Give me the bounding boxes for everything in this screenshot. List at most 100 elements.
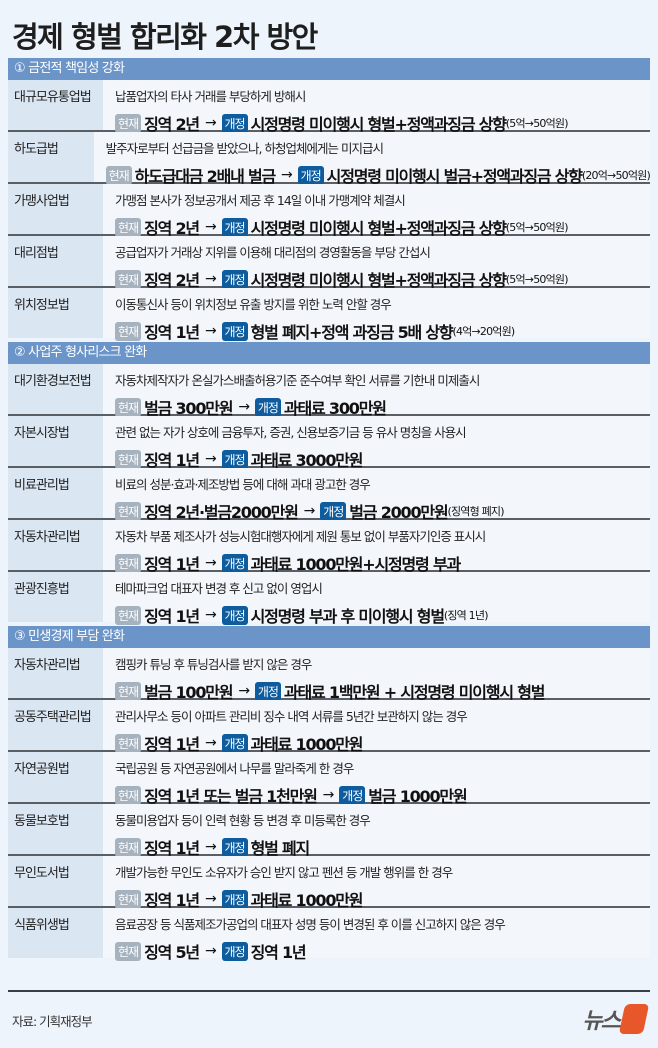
revised-penalty: 과태료 300만원 xyxy=(283,399,387,418)
violation-description: 국립공원 등 자연공원에서 나무를 말라죽게 한 경우 xyxy=(115,761,354,776)
current-penalty: 징역 2년 xyxy=(144,271,200,290)
current-penalty: 징역 2년 xyxy=(144,219,200,238)
violation-description: 캠핑카 튜닝 후 튜닝검사를 받지 않은 경우 xyxy=(115,657,312,672)
penalty-note: (징역 1년) xyxy=(443,609,489,622)
revised-badge: 개정 xyxy=(297,165,324,185)
revised-penalty: 과태료 3000만원 xyxy=(250,451,364,470)
current-badge: 현재 xyxy=(105,165,132,185)
law-name: 위치정보법 xyxy=(8,288,103,338)
table-row: 동물보호법 동물미용업자 등이 인력 현황 등 변경 후 미등록한 경우 현재 징역 … xyxy=(8,804,650,858)
current-penalty: 징역 1년 xyxy=(144,555,200,574)
penalty-note: (5억→50억원) xyxy=(505,221,569,234)
law-name: 관광진흥법 xyxy=(8,572,103,622)
logo-text: 뉴스 xyxy=(582,1009,622,1034)
revised-badge: 개정 xyxy=(221,113,248,133)
row-content: 납품업자의 타사 거래를 부당하게 방해시 현재 징역 2년 → 개정 시정명령 미이행시… xyxy=(103,80,650,134)
row-content: 자동차제작자가 온실가스배출허용기준 준수여부 확인 서류를 기한내 미제출시 현… xyxy=(103,364,650,418)
revised-penalty: 과태료 1000만원+시정명령 부과 xyxy=(250,555,462,574)
penalty-note: (5억→50억원) xyxy=(505,117,569,130)
revised-badge: 개정 xyxy=(221,605,248,625)
arrow-icon: → xyxy=(204,271,217,287)
arrow-icon: → xyxy=(204,323,217,339)
revised-badge: 개정 xyxy=(221,941,248,961)
revised-penalty: 형벌 폐지+정액 과징금 5배 상향 xyxy=(250,323,454,342)
row-content: 이동통신사 등이 위치정보 유출 방지를 위한 노력 안할 경우 현재 징역 1년 →… xyxy=(103,288,650,342)
current-penalty: 징역 1년 xyxy=(144,323,200,342)
penalty-change: 현재 벌금 100만원 → 개정 과태료 1백만원 + 시정명령 미이행시 형벌 xyxy=(115,679,650,703)
violation-description: 테마파크업 대표자 변경 후 신고 없이 영업시 xyxy=(115,581,323,596)
current-penalty: 벌금 300만원 xyxy=(144,399,233,418)
revised-badge: 개정 xyxy=(254,681,281,701)
revised-penalty: 형벌 폐지 xyxy=(250,839,311,858)
law-name: 대규모유통업법 xyxy=(8,80,103,130)
current-badge: 현재 xyxy=(115,681,142,701)
row-content: 발주자로부터 선급금을 받았으나, 하청업체에게는 미지급시 현재 하도급대금 2배… xyxy=(93,132,651,186)
current-penalty: 징역 5년 xyxy=(144,943,200,962)
revised-penalty: 과태료 1000만원 xyxy=(250,891,364,910)
law-name: 비료관리법 xyxy=(8,468,103,518)
penalty-change: 현재 징역 1년 → 개정 과태료 1000만원 xyxy=(115,887,650,911)
violation-description: 자동차 부품 제조사가 성능시험대행자에게 제원 통보 없이 부품자기인증 표시… xyxy=(115,529,486,544)
table-row: 비료관리법 비료의 성분·효과·제조방법 등에 대해 과대 광고한 경우 현재 징역 … xyxy=(8,468,650,523)
current-badge: 현재 xyxy=(115,553,142,573)
table-bottom-divider xyxy=(8,990,650,992)
arrow-icon: → xyxy=(322,787,335,803)
revised-badge: 개정 xyxy=(221,217,248,237)
revised-penalty: 시정명령 미이행시 형벌+정액과징금 상향 xyxy=(250,219,507,238)
revised-penalty: 과태료 1000만원 xyxy=(250,735,364,754)
revised-penalty: 벌금 2000만원 xyxy=(349,503,448,522)
revised-badge: 개정 xyxy=(254,397,281,417)
table-row: 자동차관리법 캠핑카 튜닝 후 튜닝검사를 받지 않은 경우 현재 벌금 100만원 →… xyxy=(8,648,650,702)
violation-description: 공급업자가 거래상 지위를 이용해 대리점의 경영활동을 부당 간섭시 xyxy=(115,245,431,260)
arrow-icon: → xyxy=(238,399,250,415)
source-note: 자료: 기획재정부 xyxy=(12,1014,93,1029)
arrow-icon: → xyxy=(204,451,217,467)
penalty-change: 현재 징역 5년 → 개정 징역 1년 xyxy=(115,939,650,963)
comparison-table: ① 금전적 책임성 강화 대규모유통업법 납품업자의 타사 거래를 부당하게 방해시… xyxy=(8,58,651,962)
current-badge: 현재 xyxy=(115,941,142,961)
penalty-change: 현재 징역 2년 → 개정 시정명령 미이행시 형벌+정액과징금 상향 (5억→50억원) xyxy=(115,267,650,291)
violation-description: 납품업자의 타사 거래를 부당하게 방해시 xyxy=(115,89,306,104)
penalty-change: 현재 징역 1년 → 개정 과태료 1000만원 xyxy=(115,731,650,755)
table-row: 식품위생법 음료공장 등 식품제조가공업의 대표자 성명 등이 변경된 후 이를 … xyxy=(8,908,650,962)
penalty-note: (20억→50억원) xyxy=(581,169,651,182)
penalty-change: 현재 징역 1년 → 개정 과태료 1000만원+시정명령 부과 xyxy=(115,551,650,575)
arrow-icon: → xyxy=(204,735,217,751)
current-penalty: 징역 1년 xyxy=(144,891,200,910)
table-row: 자동차관리법 자동차 부품 제조사가 성능시험대행자에게 제원 통보 없이 부품자… xyxy=(8,520,650,574)
law-name: 공동주택관리법 xyxy=(8,700,103,750)
law-name: 자본시장법 xyxy=(8,416,103,466)
revised-penalty: 벌금 1000만원 xyxy=(368,787,467,806)
penalty-change: 현재 징역 2년 → 개정 시정명령 미이행시 형벌+정액과징금 상향 (5억→50억원) xyxy=(115,215,650,239)
row-content: 개발가능한 무인도 소유자가 승인 받지 않고 펜션 등 개발 행위를 한 경우… xyxy=(103,856,650,910)
revised-badge: 개정 xyxy=(221,449,248,469)
penalty-change: 현재 징역 2년·벌금2000만원 → 개정 벌금 2000만원 (징역형 폐지) xyxy=(115,499,650,523)
arrow-icon: → xyxy=(303,503,316,519)
violation-description: 동물미용업자 등이 인력 현황 등 변경 후 미등록한 경우 xyxy=(115,813,371,828)
violation-description: 음료공장 등 식품제조가공업의 대표자 성명 등이 변경된 후 이를 신고하지 … xyxy=(115,917,506,932)
table-row: 자본시장법 관련 없는 자가 상호에 금융투자, 증권, 신용보증기금 등 유사 … xyxy=(8,416,650,470)
law-name: 동물보호법 xyxy=(8,804,103,854)
page-title: 경제 형벌 합리화 2차 방안 xyxy=(12,20,318,54)
law-name: 식품위생법 xyxy=(8,908,103,958)
table-row: 위치정보법 이동통신사 등이 위치정보 유출 방지를 위한 노력 안할 경우 현재 징… xyxy=(8,288,650,342)
current-penalty: 벌금 100만원 xyxy=(144,683,233,702)
law-name: 가맹사업법 xyxy=(8,184,103,234)
news1-logo: 뉴스 xyxy=(582,1003,650,1035)
current-badge: 현재 xyxy=(115,785,142,805)
violation-description: 관리사무소 등이 아파트 관리비 징수 내역 서류를 5년간 보관하지 않는 경… xyxy=(115,709,468,724)
row-content: 음료공장 등 식품제조가공업의 대표자 성명 등이 변경된 후 이를 신고하지 … xyxy=(103,908,650,962)
table-row: 하도급법 발주자로부터 선급금을 받았으나, 하청업체에게는 미지급시 현재 하도급대… xyxy=(8,132,651,186)
table-row: 가맹사업법 가맹점 본사가 정보공개서 제공 후 14일 이내 가맹계약 체결시 현… xyxy=(8,184,650,239)
revised-penalty: 징역 1년 xyxy=(250,943,307,962)
row-content: 자동차 부품 제조사가 성능시험대행자에게 제원 통보 없이 부품자기인증 표시… xyxy=(103,520,650,574)
law-name: 자연공원법 xyxy=(8,752,103,802)
penalty-change: 현재 징역 1년 또는 벌금 1천만원 → 개정 벌금 1000만원 xyxy=(115,783,650,807)
penalty-change: 현재 벌금 300만원 → 개정 과태료 300만원 xyxy=(115,395,650,419)
revised-badge: 개정 xyxy=(221,733,248,753)
current-badge: 현재 xyxy=(115,113,142,133)
law-name: 대기환경보전법 xyxy=(8,364,103,414)
current-penalty: 징역 1년 또는 벌금 1천만원 xyxy=(144,787,318,806)
